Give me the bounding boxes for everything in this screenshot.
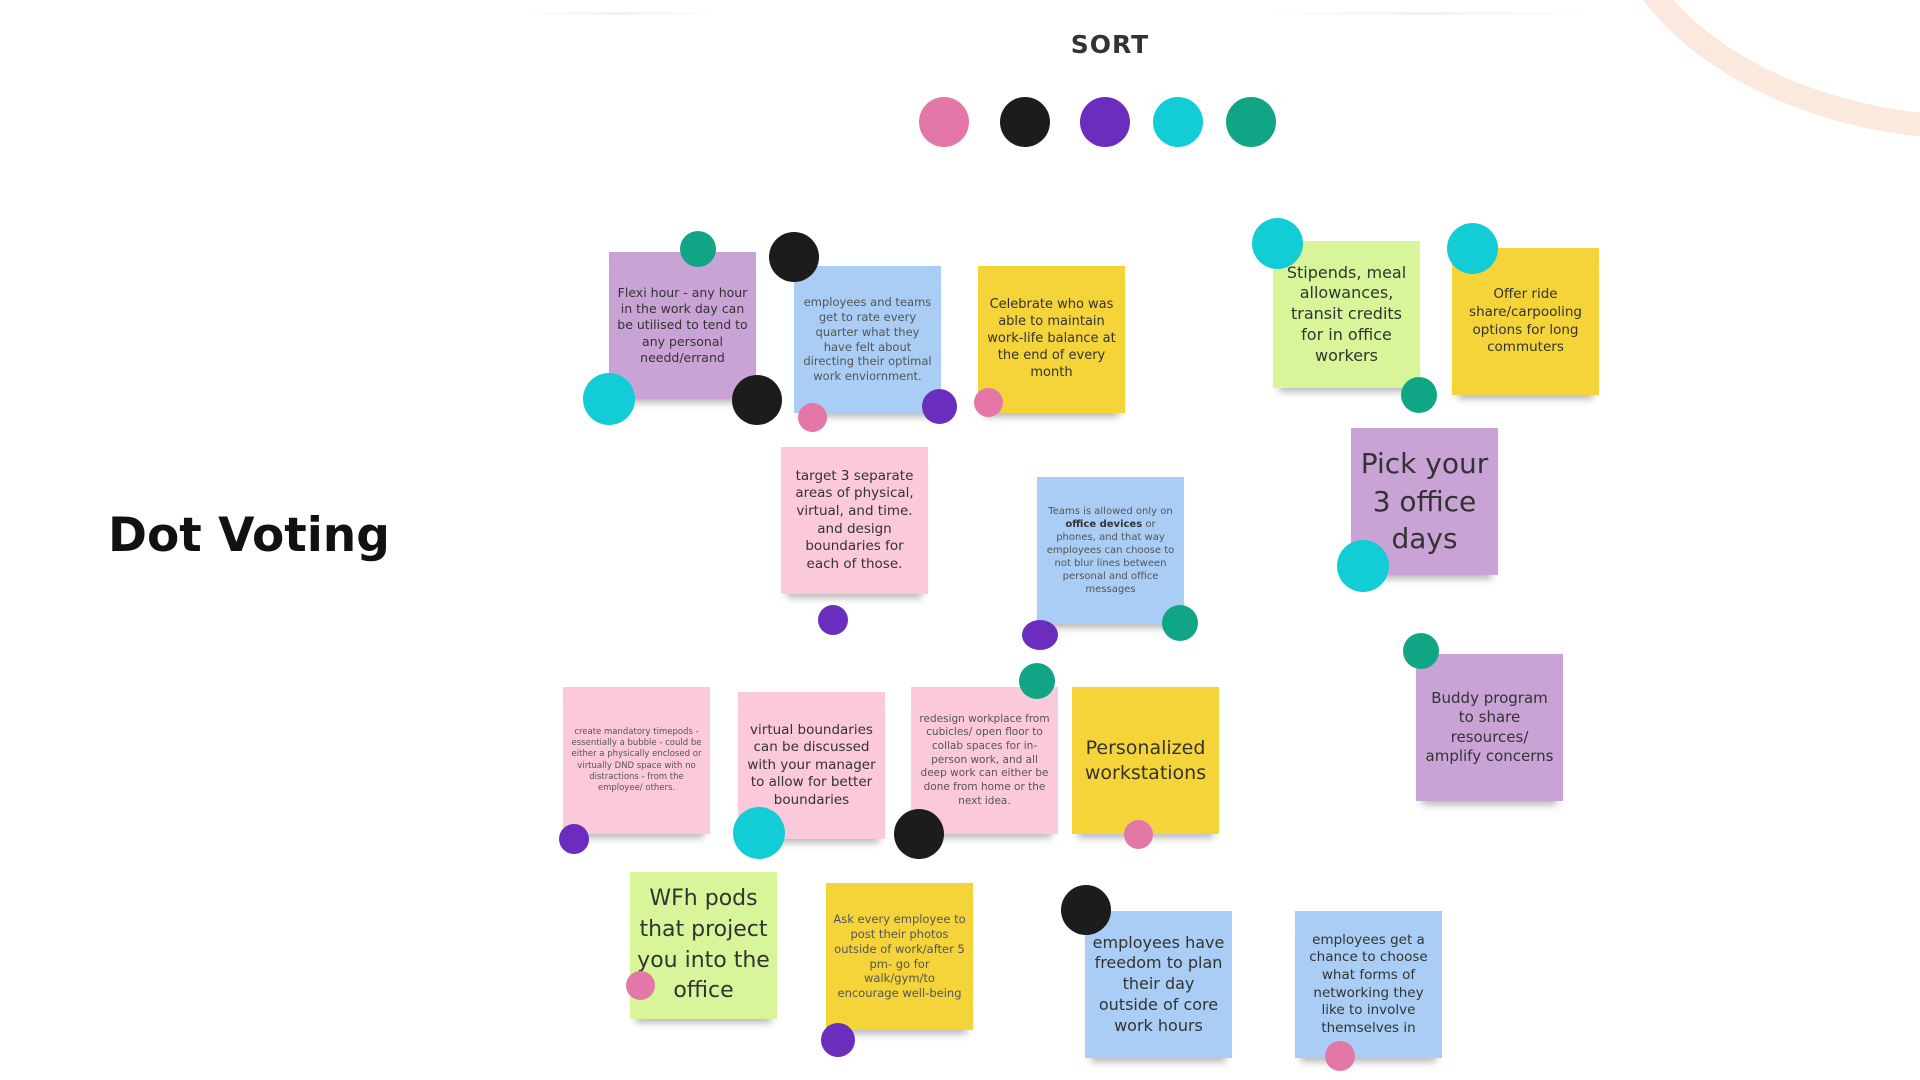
sticky-note-text: target 3 separate areas of physical, vir… (795, 467, 914, 572)
vote-dot-cyan[interactable] (583, 373, 635, 425)
sticky-note-text: Ask every employee to post their photos … (833, 911, 966, 1001)
decorative-arc (1600, 0, 1920, 140)
sticky-note-text: Offer ride share/carpooling options for … (1469, 286, 1582, 356)
sticky-note-virtual-boundaries[interactable]: virtual boundaries can be discussed with… (738, 692, 885, 839)
frame-edge-left (514, 12, 724, 15)
vote-dot-cyan[interactable] (1337, 540, 1389, 592)
vote-dot-cyan[interactable] (733, 807, 785, 859)
sticky-note-stipends[interactable]: Stipends, meal allowances, transit credi… (1273, 241, 1420, 388)
sticky-note-text: WFh pods that project you into the offic… (637, 885, 770, 1004)
sticky-note-text: Buddy program to share resources/ amplif… (1425, 688, 1554, 766)
sticky-note-pick-office-days[interactable]: Pick your 3 office days (1351, 428, 1498, 575)
sticky-note-text: create mandatory timepods - essentially … (571, 727, 702, 793)
vote-dot-pink[interactable] (798, 403, 827, 432)
sticky-note-personalized-workstations[interactable]: Personalized workstations (1072, 687, 1219, 834)
vote-dot-purple[interactable] (559, 824, 589, 854)
sticky-note-buddy-program[interactable]: Buddy program to share resources/ amplif… (1416, 654, 1563, 801)
sticky-note-text: Teams is allowed only on office devices … (1044, 505, 1177, 596)
sticky-note-rate-environment[interactable]: employees and teams get to rate every qu… (794, 266, 941, 413)
vote-dot-green[interactable] (1162, 605, 1198, 641)
sticky-note-flexi-hour[interactable]: Flexi hour - any hour in the work day ca… (609, 252, 756, 399)
palette-dot-pink[interactable] (919, 97, 969, 147)
vote-dot-green[interactable] (1403, 633, 1439, 669)
vote-dot-cyan[interactable] (1447, 223, 1498, 274)
sticky-note-wfh-pods[interactable]: WFh pods that project you into the offic… (630, 872, 777, 1019)
sticky-note-text-start: Teams is allowed only on (1048, 506, 1173, 517)
sticky-note-text: employees and teams get to rate every qu… (803, 294, 932, 384)
sticky-note-text: employees get a chance to choose what fo… (1309, 931, 1428, 1036)
sticky-note-text: redesign workplace from cubicles/ open f… (919, 712, 1050, 807)
palette-dot-green[interactable] (1226, 97, 1276, 147)
vote-dot-pink[interactable] (1124, 820, 1153, 849)
vote-dot-pink[interactable] (974, 388, 1003, 417)
vote-dot-purple[interactable] (1022, 620, 1058, 650)
page-title: Dot Voting (108, 508, 390, 563)
palette-dot-cyan[interactable] (1153, 97, 1203, 147)
vote-dot-black[interactable] (769, 232, 819, 282)
sticky-note-networking[interactable]: employees get a chance to choose what fo… (1295, 911, 1442, 1058)
sticky-note-text: virtual boundaries can be discussed with… (747, 721, 876, 808)
sticky-note-timepods[interactable]: create mandatory timepods - essentially … (563, 687, 710, 834)
vote-dot-black[interactable] (1061, 885, 1111, 935)
vote-dot-green[interactable] (680, 231, 716, 267)
frame-edge-right (1250, 12, 1600, 15)
palette-dot-purple[interactable] (1080, 97, 1130, 147)
vote-dot-purple[interactable] (922, 389, 957, 424)
palette-dot-black[interactable] (1000, 97, 1050, 147)
vote-dot-pink[interactable] (1325, 1041, 1355, 1071)
vote-dot-purple[interactable] (821, 1023, 855, 1057)
sticky-note-post-photos[interactable]: Ask every employee to post their photos … (826, 883, 973, 1030)
sticky-note-plan-day[interactable]: employees have freedom to plan their day… (1085, 911, 1232, 1058)
sticky-note-text: Pick your 3 office days (1360, 446, 1489, 556)
vote-dot-pink[interactable] (626, 971, 655, 1000)
vote-dot-black[interactable] (732, 375, 782, 425)
vote-dot-black[interactable] (894, 809, 944, 859)
sticky-note-teams-devices[interactable]: Teams is allowed only on office devices … (1037, 477, 1184, 624)
sort-label: SORT (1070, 30, 1150, 59)
sticky-note-three-areas[interactable]: target 3 separate areas of physical, vir… (781, 447, 928, 594)
vote-dot-green[interactable] (1019, 663, 1055, 699)
sticky-note-text: Flexi hour - any hour in the work day ca… (617, 284, 748, 365)
vote-dot-purple[interactable] (818, 605, 848, 635)
sticky-note-text: employees have freedom to plan their day… (1092, 932, 1225, 1035)
sticky-note-text-bold: office devices (1065, 519, 1143, 530)
sticky-note-text: Stipends, meal allowances, transit credi… (1286, 262, 1407, 365)
sticky-note-celebrate-balance[interactable]: Celebrate who was able to maintain work-… (978, 266, 1125, 413)
vote-dot-cyan[interactable] (1252, 218, 1303, 269)
sticky-note-text-end: or phones, and that way employees can ch… (1046, 519, 1175, 595)
sticky-note-text: Personalized workstations (1084, 736, 1207, 784)
sticky-note-text: Celebrate who was able to maintain work-… (987, 297, 1116, 380)
vote-dot-green[interactable] (1401, 377, 1437, 413)
sticky-note-redesign-workplace[interactable]: redesign workplace from cubicles/ open f… (911, 687, 1058, 834)
